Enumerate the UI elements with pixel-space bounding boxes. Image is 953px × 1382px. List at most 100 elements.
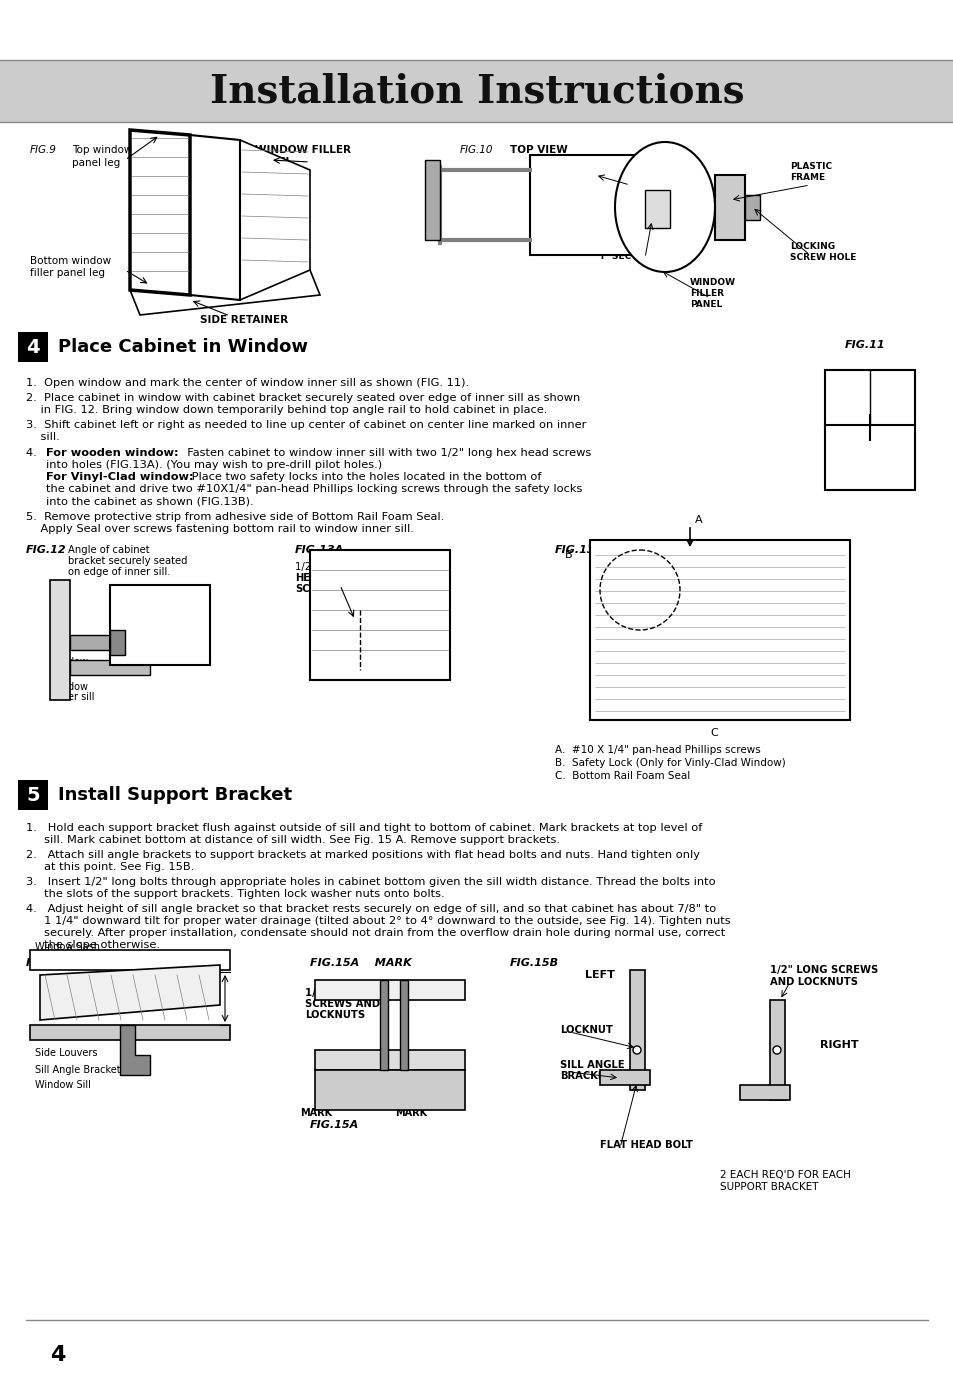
Text: 3.  Shift cabinet left or right as needed to line up center of cabinet on center: 3. Shift cabinet left or right as needed… bbox=[26, 420, 586, 430]
Text: Window Sill: Window Sill bbox=[35, 1079, 91, 1090]
Bar bbox=[629, 970, 644, 1090]
Text: B: B bbox=[564, 550, 572, 560]
Circle shape bbox=[772, 1046, 781, 1054]
Text: FILLER: FILLER bbox=[689, 289, 723, 299]
Text: outer sill: outer sill bbox=[52, 692, 94, 702]
Bar bbox=[30, 949, 230, 970]
Text: Fasten cabinet to window inner sill with two 1/2" long hex head screws: Fasten cabinet to window inner sill with… bbox=[180, 448, 591, 457]
Text: LOCKNUT: LOCKNUT bbox=[559, 1025, 612, 1035]
Text: bracket securely seated: bracket securely seated bbox=[68, 556, 188, 567]
Text: RIGHT: RIGHT bbox=[820, 1041, 858, 1050]
Circle shape bbox=[633, 1046, 640, 1054]
Text: 2 EACH REQ'D FOR EACH: 2 EACH REQ'D FOR EACH bbox=[720, 1171, 850, 1180]
Text: WINDOW: WINDOW bbox=[689, 278, 735, 287]
Text: LEFT: LEFT bbox=[584, 970, 615, 980]
Text: 5.  Remove protective strip from adhesive side of Bottom Rail Foam Seal.: 5. Remove protective strip from adhesive… bbox=[26, 511, 444, 522]
Polygon shape bbox=[40, 965, 220, 1020]
Text: sill.: sill. bbox=[26, 433, 60, 442]
Polygon shape bbox=[190, 135, 240, 300]
Bar bbox=[714, 176, 744, 240]
Text: BRACKET: BRACKET bbox=[559, 1071, 611, 1081]
Text: window: window bbox=[52, 656, 89, 668]
Text: at this point. See Fig. 15B.: at this point. See Fig. 15B. bbox=[26, 862, 194, 872]
Bar bbox=[70, 661, 150, 674]
Text: WINDOW FILLER: WINDOW FILLER bbox=[254, 145, 351, 155]
Text: PANEL: PANEL bbox=[689, 300, 721, 310]
Bar bbox=[110, 585, 210, 665]
Text: Bottom window: Bottom window bbox=[30, 256, 111, 265]
Text: AND LOCKNUTS: AND LOCKNUTS bbox=[769, 977, 857, 987]
Text: 1/2" LONG: 1/2" LONG bbox=[305, 988, 362, 998]
Text: FIG.15A: FIG.15A bbox=[310, 1119, 359, 1130]
Text: Sill Angle Bracket: Sill Angle Bracket bbox=[35, 1066, 120, 1075]
Text: 1/2" long: 1/2" long bbox=[294, 562, 340, 572]
Text: 5: 5 bbox=[26, 785, 40, 804]
Bar bbox=[310, 550, 450, 680]
Bar bbox=[424, 160, 439, 240]
Bar bbox=[314, 1070, 464, 1110]
Ellipse shape bbox=[615, 142, 714, 272]
Polygon shape bbox=[130, 269, 319, 315]
Text: into holes (FIG.13A). (You may wish to pre-drill pilot holes.): into holes (FIG.13A). (You may wish to p… bbox=[46, 460, 382, 470]
Text: FIG.15A    MARK: FIG.15A MARK bbox=[310, 958, 412, 967]
Bar bbox=[50, 580, 70, 701]
Bar bbox=[740, 1085, 789, 1100]
Text: FIG.11: FIG.11 bbox=[844, 340, 884, 350]
Text: 4: 4 bbox=[26, 337, 40, 357]
Bar bbox=[110, 630, 125, 655]
Text: FIG.10: FIG.10 bbox=[459, 145, 493, 155]
Text: Apply Seal over screws fastening bottom rail to window inner sill.: Apply Seal over screws fastening bottom … bbox=[26, 524, 414, 533]
Text: SCREW: SCREW bbox=[294, 585, 335, 594]
Text: 2.   Attach sill angle brackets to support brackets at marked positions with fla: 2. Attach sill angle brackets to support… bbox=[26, 850, 700, 860]
Text: FIG.14: FIG.14 bbox=[26, 958, 67, 967]
Bar bbox=[314, 1050, 464, 1070]
FancyBboxPatch shape bbox=[0, 59, 953, 122]
Text: Side Louvers: Side Louvers bbox=[35, 1048, 97, 1059]
Bar bbox=[70, 634, 150, 650]
Text: Angle of cabinet: Angle of cabinet bbox=[68, 545, 150, 556]
Text: PANEL: PANEL bbox=[254, 158, 292, 167]
Bar bbox=[589, 540, 849, 720]
Text: 4.   Adjust height of sill angle bracket so that bracket rests securely on edge : 4. Adjust height of sill angle bracket s… bbox=[26, 904, 716, 914]
Text: FIG.15B: FIG.15B bbox=[510, 958, 558, 967]
Text: CABINET: CABINET bbox=[602, 173, 646, 182]
Text: A: A bbox=[695, 515, 702, 525]
Text: 2.  Place cabinet in window with cabinet bracket securely seated over edge of in: 2. Place cabinet in window with cabinet … bbox=[26, 392, 579, 404]
Text: about 7/8"- 1 1/4": about 7/8"- 1 1/4" bbox=[100, 960, 187, 970]
Bar bbox=[769, 1001, 784, 1100]
Text: inner sill: inner sill bbox=[52, 668, 93, 677]
Bar bbox=[379, 980, 388, 1070]
Text: the slope otherwise.: the slope otherwise. bbox=[26, 940, 160, 949]
Bar bbox=[399, 980, 408, 1070]
Text: LOCKNUTS: LOCKNUTS bbox=[305, 1010, 365, 1020]
Text: 1.  Open window and mark the center of window inner sill as shown (FIG. 11).: 1. Open window and mark the center of wi… bbox=[26, 379, 469, 388]
Text: the cabinet and drive two #10X1/4" pan-head Phillips locking screws through the : the cabinet and drive two #10X1/4" pan-h… bbox=[46, 484, 581, 493]
Text: window: window bbox=[52, 681, 89, 692]
Text: TOP VIEW: TOP VIEW bbox=[510, 145, 567, 155]
Text: cabinet: cabinet bbox=[160, 632, 196, 643]
Text: FIG.13B: FIG.13B bbox=[555, 545, 603, 556]
Text: Window Sash: Window Sash bbox=[35, 943, 100, 952]
Polygon shape bbox=[130, 130, 190, 294]
Text: in FIG. 12. Bring window down temporarily behind top angle rail to hold cabinet : in FIG. 12. Bring window down temporaril… bbox=[26, 405, 547, 415]
Text: 4.: 4. bbox=[26, 448, 44, 457]
Text: MARK: MARK bbox=[299, 1108, 332, 1118]
Text: SUPPORT BRACKET: SUPPORT BRACKET bbox=[720, 1182, 818, 1193]
Bar bbox=[599, 1070, 649, 1085]
Text: sill. Mark cabinet bottom at distance of sill width. See Fig. 15 A. Remove suppo: sill. Mark cabinet bottom at distance of… bbox=[26, 835, 559, 844]
Bar bbox=[18, 332, 48, 362]
Text: panel leg: panel leg bbox=[71, 158, 120, 169]
Text: filler panel leg: filler panel leg bbox=[30, 268, 105, 278]
Text: HEX-HEAD: HEX-HEAD bbox=[294, 574, 352, 583]
Polygon shape bbox=[120, 1025, 150, 1075]
Text: Installation Instructions: Installation Instructions bbox=[210, 72, 743, 111]
Text: into the cabinet as shown (FIG.13B).: into the cabinet as shown (FIG.13B). bbox=[46, 496, 253, 506]
Text: on edge of inner sill.: on edge of inner sill. bbox=[68, 567, 171, 578]
Text: Top window filler: Top window filler bbox=[71, 145, 159, 155]
Text: For wooden window:: For wooden window: bbox=[46, 448, 178, 457]
Text: 1/2" LONG SCREWS: 1/2" LONG SCREWS bbox=[769, 965, 878, 974]
Text: For Vinyl-Clad window:: For Vinyl-Clad window: bbox=[46, 473, 193, 482]
Text: securely. After proper installation, condensate should not drain from the overfl: securely. After proper installation, con… bbox=[26, 927, 724, 938]
Text: Bracket: Bracket bbox=[160, 644, 197, 654]
Bar bbox=[744, 195, 760, 220]
